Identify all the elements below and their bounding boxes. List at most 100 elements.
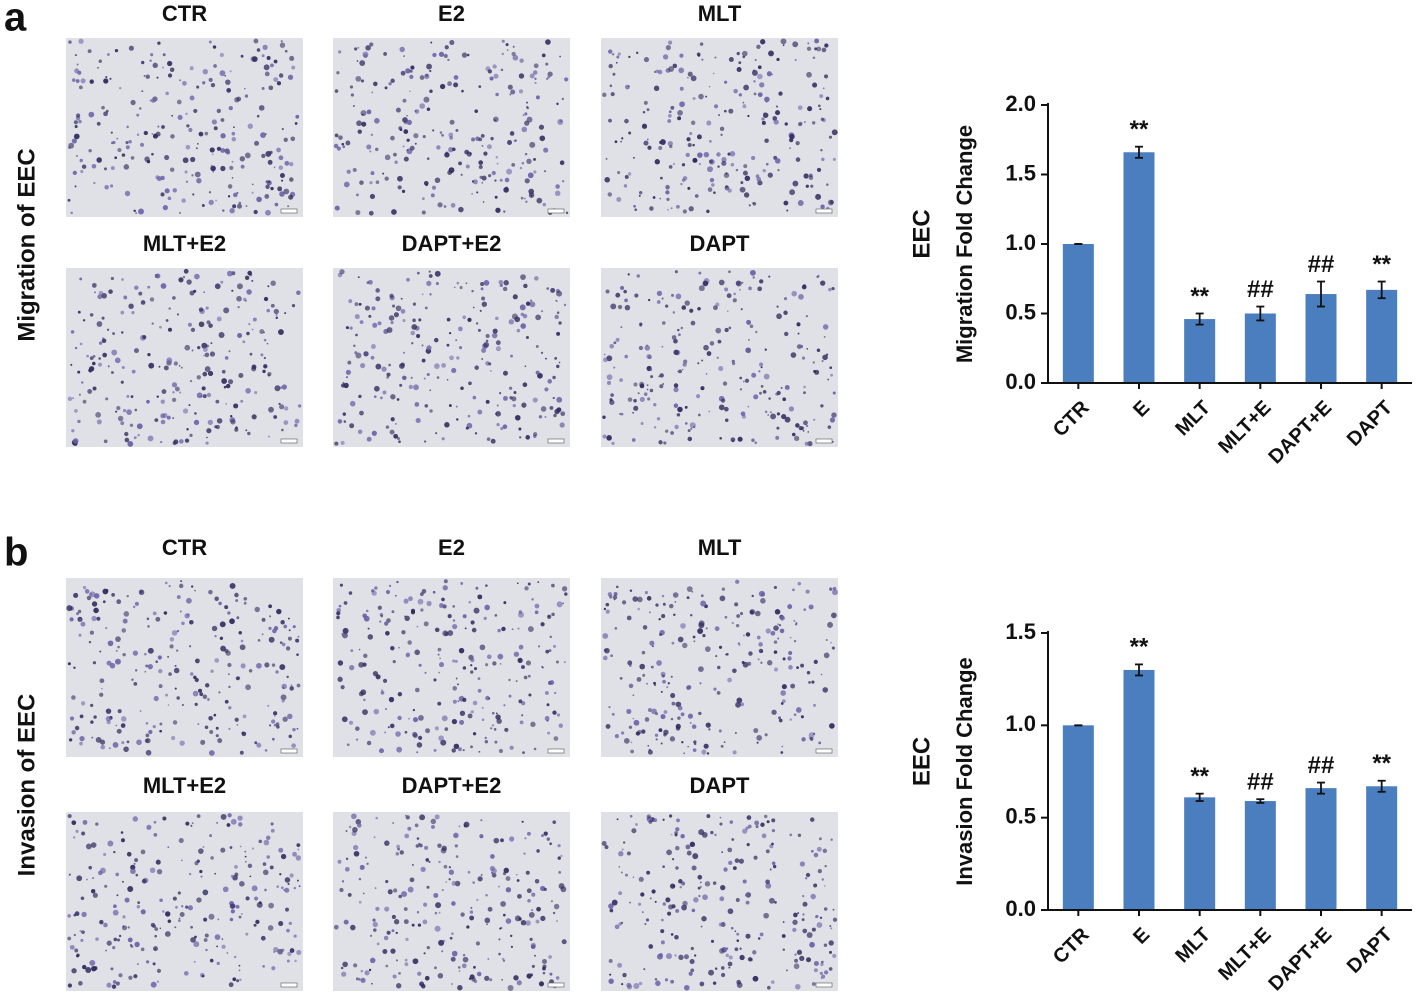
cell: [789, 147, 792, 150]
cell: [88, 640, 92, 644]
cell: [136, 739, 142, 746]
cell: [523, 675, 528, 680]
cell: [764, 733, 768, 737]
cell: [70, 330, 75, 334]
cell: [403, 129, 409, 134]
cell: [662, 602, 666, 606]
cell: [77, 370, 81, 374]
cell: [384, 176, 389, 181]
cell: [479, 644, 486, 651]
cell: [214, 425, 218, 429]
cell: [163, 611, 168, 615]
cell: [509, 131, 515, 136]
cell: [669, 736, 676, 742]
cell: [277, 948, 283, 955]
cell: [388, 696, 395, 703]
cell: [283, 137, 288, 142]
cell: [478, 165, 483, 169]
cell: [91, 736, 94, 739]
cell: [723, 172, 730, 178]
cell: [287, 713, 293, 720]
cell: [387, 726, 390, 729]
significance-label: **: [1190, 283, 1209, 310]
cell: [559, 422, 565, 428]
cell: [256, 196, 262, 203]
cell: [334, 441, 339, 446]
cell: [190, 327, 196, 333]
cell: [101, 293, 107, 299]
cell: [233, 955, 237, 959]
cell: [776, 390, 781, 396]
cell: [494, 740, 498, 744]
cell: [524, 112, 528, 116]
cell: [706, 351, 712, 356]
cell: [76, 63, 79, 66]
cell: [434, 925, 441, 932]
cell: [657, 69, 663, 75]
cell: [291, 65, 296, 70]
cell: [220, 645, 226, 652]
cell: [823, 970, 829, 975]
cell: [405, 815, 410, 820]
cell: [736, 614, 741, 618]
y-tick-label: 1.0: [1005, 230, 1036, 255]
cell: [639, 322, 643, 326]
cell: [337, 50, 342, 54]
cell: [697, 306, 701, 311]
cell: [671, 904, 676, 909]
cell: [732, 866, 737, 871]
cell: [616, 55, 620, 59]
cell: [485, 333, 490, 339]
cell: [681, 741, 684, 744]
cell: [229, 165, 234, 171]
cell: [70, 363, 73, 366]
cell: [787, 604, 793, 610]
cell: [147, 663, 153, 670]
cell: [763, 373, 770, 380]
cell: [756, 635, 761, 640]
cell: [152, 962, 156, 966]
cell: [413, 133, 419, 139]
cell: [148, 729, 153, 735]
cell: [274, 202, 279, 207]
cell: [368, 968, 372, 972]
cell: [490, 854, 495, 859]
cell: [617, 52, 621, 56]
cell: [140, 300, 146, 305]
cell: [786, 209, 789, 212]
cell: [95, 937, 99, 941]
cell: [775, 110, 781, 116]
cell: [234, 592, 239, 598]
cell: [550, 900, 553, 903]
cell: [602, 415, 606, 419]
cell: [162, 816, 167, 821]
cell: [234, 864, 238, 869]
cell: [728, 966, 731, 969]
cell: [174, 926, 177, 929]
cell: [164, 155, 170, 161]
cell: [185, 905, 189, 909]
cell: [194, 658, 200, 664]
cell: [508, 678, 511, 682]
cell: [541, 834, 544, 838]
cell: [142, 335, 147, 340]
cell: [202, 394, 207, 399]
image-label: MLT: [698, 535, 742, 560]
cell: [444, 422, 450, 428]
cell: [769, 411, 772, 414]
cell: [697, 628, 704, 635]
cell: [241, 731, 247, 737]
cell: [721, 587, 726, 591]
cell: [491, 332, 498, 339]
cell: [452, 685, 458, 691]
cell: [451, 147, 456, 152]
cell: [768, 50, 774, 57]
cell: [736, 939, 740, 942]
cell: [81, 701, 86, 706]
cell: [458, 647, 465, 654]
cell: [172, 391, 175, 394]
cell: [484, 917, 491, 924]
cell: [779, 615, 785, 621]
cell: [111, 371, 114, 374]
cell: [498, 952, 501, 956]
